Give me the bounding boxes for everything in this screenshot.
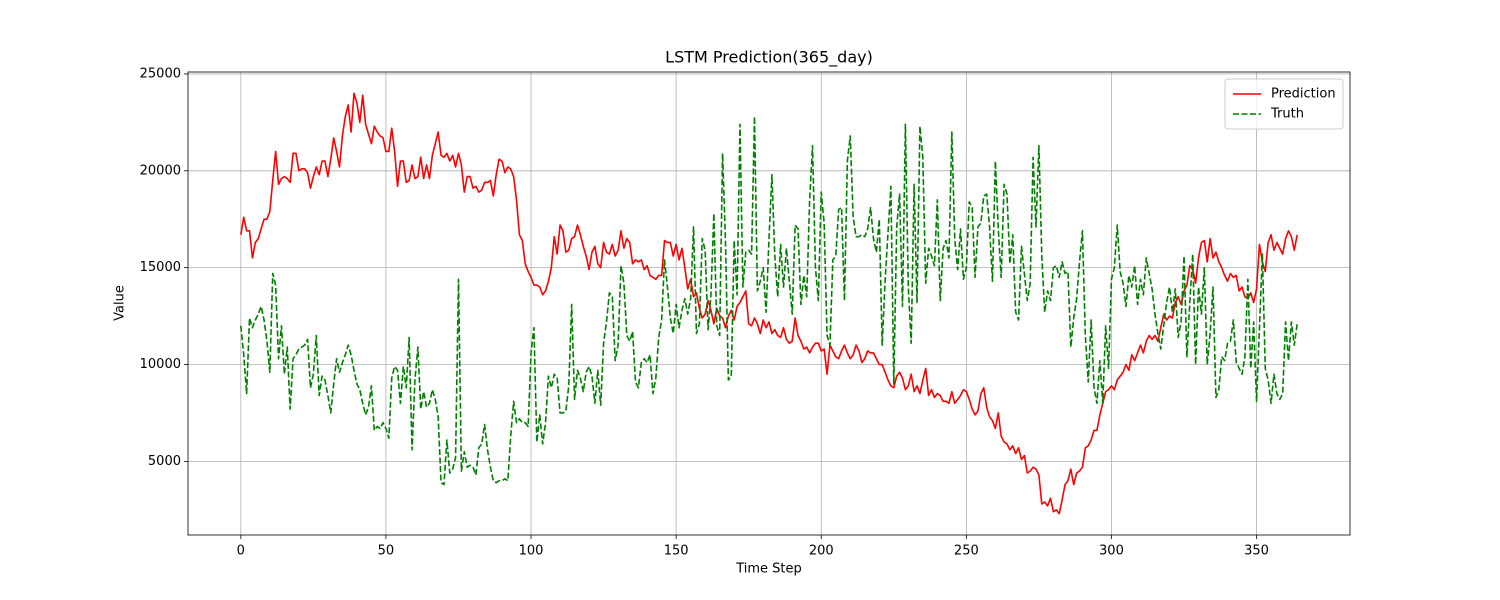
chart-title: LSTM Prediction(365_day) bbox=[665, 48, 873, 68]
x-tick-label: 200 bbox=[809, 544, 834, 559]
axes-frame bbox=[187, 71, 1351, 536]
x-tick-label: 0 bbox=[237, 544, 245, 559]
y-tick-label: 25000 bbox=[140, 66, 181, 81]
legend-label: Prediction bbox=[1271, 87, 1336, 102]
x-tick-label: 150 bbox=[664, 544, 689, 559]
x-tick-label: 100 bbox=[519, 544, 544, 559]
x-tick-label: 300 bbox=[1099, 544, 1124, 559]
x-axis-label: Time Step bbox=[735, 562, 802, 577]
x-tick-label: 250 bbox=[954, 544, 979, 559]
y-tick-label: 10000 bbox=[140, 357, 181, 372]
series-line bbox=[240, 92, 1298, 515]
y-tick-label: 20000 bbox=[140, 163, 181, 178]
legend-label: Truth bbox=[1270, 107, 1304, 122]
y-tick-label: 5000 bbox=[148, 454, 181, 469]
y-tick-label: 15000 bbox=[140, 260, 181, 275]
x-tick-label: 350 bbox=[1244, 544, 1269, 559]
y-axis-label: Value bbox=[113, 285, 128, 321]
x-tick-label: 50 bbox=[378, 544, 395, 559]
legend-box bbox=[1224, 78, 1344, 130]
series-line bbox=[240, 115, 1298, 486]
